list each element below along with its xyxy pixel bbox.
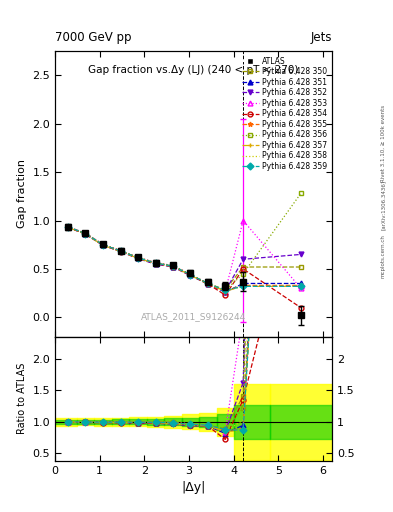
Text: Jets: Jets — [310, 31, 332, 44]
Text: 7000 GeV pp: 7000 GeV pp — [55, 31, 132, 44]
Y-axis label: Gap fraction: Gap fraction — [17, 159, 27, 228]
Y-axis label: Ratio to ATLAS: Ratio to ATLAS — [17, 363, 27, 434]
Text: Rivet 3.1.10, ≥ 100k events: Rivet 3.1.10, ≥ 100k events — [381, 105, 386, 182]
X-axis label: |Δy|: |Δy| — [181, 481, 206, 494]
Text: ATLAS_2011_S9126244: ATLAS_2011_S9126244 — [141, 312, 246, 321]
Text: [arXiv:1306.3436]: [arXiv:1306.3436] — [381, 180, 386, 230]
Text: mcplots.cern.ch: mcplots.cern.ch — [381, 234, 386, 278]
Legend: ATLAS, Pythia 6.428 350, Pythia 6.428 351, Pythia 6.428 352, Pythia 6.428 353, P: ATLAS, Pythia 6.428 350, Pythia 6.428 35… — [240, 55, 328, 173]
Text: Gap fraction vs.Δy (LJ) (240 < pT < 270): Gap fraction vs.Δy (LJ) (240 < pT < 270) — [88, 66, 299, 75]
